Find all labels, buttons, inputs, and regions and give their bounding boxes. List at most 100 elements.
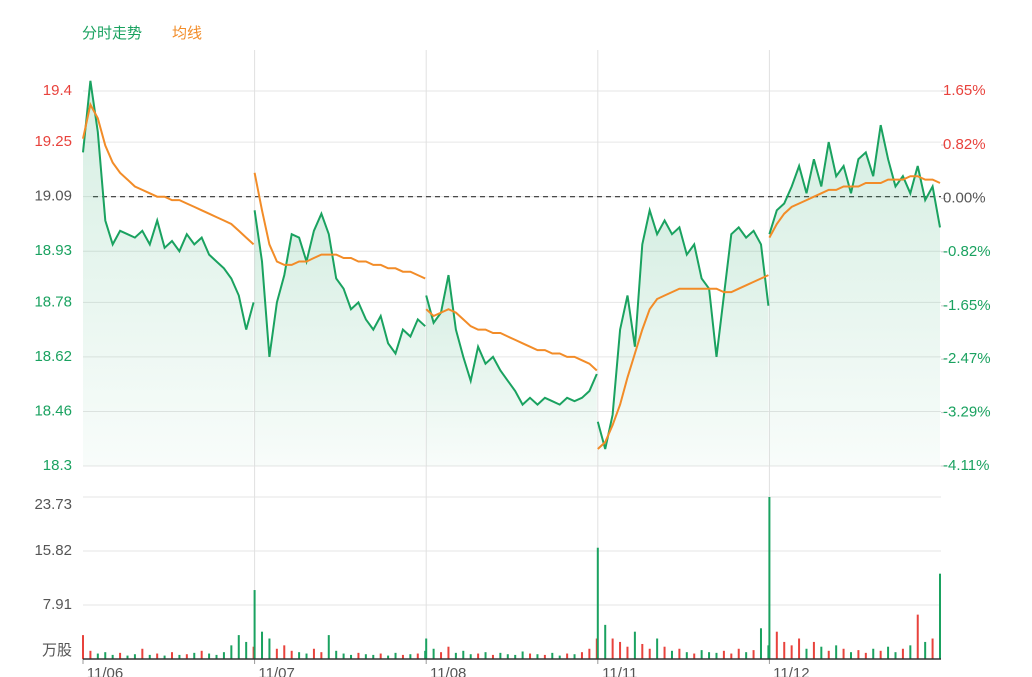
volume-bar (536, 654, 539, 659)
volume-bar (416, 653, 419, 659)
price-area (254, 210, 426, 466)
y2-tick-label: 0.00% (943, 189, 986, 206)
volume-bar (477, 653, 480, 659)
average-line (597, 274, 769, 450)
volume-tick-label: 7.91 (43, 596, 72, 613)
legend-price: 分时走势 (82, 25, 142, 42)
volume-bar (253, 590, 256, 659)
volume-bar (619, 641, 622, 659)
volume-bar (89, 650, 92, 659)
volume-bar (335, 650, 338, 659)
x-tick-label: 11/07 (258, 665, 294, 677)
volume-bar (916, 614, 919, 659)
volume-bar (827, 650, 830, 659)
volume-bar (148, 654, 151, 659)
volume-bar (372, 654, 375, 659)
y-tick-label: 18.93 (34, 242, 72, 259)
volume-bar (641, 643, 644, 659)
volume-bar (685, 652, 688, 659)
volume-bar (909, 645, 912, 659)
average-line (253, 172, 426, 280)
price-line (596, 206, 770, 450)
volume-bar (440, 652, 443, 659)
volume-bar (759, 628, 762, 659)
volume-bar (604, 624, 607, 659)
volume-bar (551, 652, 554, 659)
volume-bar (469, 654, 472, 659)
volume-bar (514, 654, 517, 659)
volume-bar (648, 648, 651, 659)
volume-bar (708, 652, 711, 659)
volume-bar (887, 646, 890, 659)
volume-bar (901, 648, 904, 659)
volume-bar (812, 641, 815, 659)
volume-bar (790, 645, 793, 659)
y-tick-label: 19.09 (34, 188, 72, 205)
volume-bar (193, 652, 196, 659)
volume-bar (342, 653, 345, 659)
volume-bar (245, 641, 248, 659)
volume-bar (104, 652, 107, 659)
volume-bar (208, 653, 211, 659)
price-line (425, 274, 598, 407)
volume-bar (462, 650, 465, 659)
volume-bar (141, 648, 144, 659)
volume-bar (200, 650, 203, 659)
volume-bar (156, 653, 159, 659)
price-line (768, 124, 941, 235)
volume-bar (432, 648, 435, 659)
volume-bar (700, 650, 703, 659)
volume-bar (327, 635, 330, 659)
volume-bar (849, 652, 852, 659)
volume-bar (663, 646, 666, 659)
volume-bar (290, 650, 293, 659)
price-area (769, 125, 940, 466)
volume-bar (215, 654, 218, 659)
volume-bar (283, 645, 286, 659)
y-tick-label: 18.46 (34, 402, 72, 419)
price-area (597, 210, 769, 466)
volume-bar (715, 652, 718, 659)
y2-tick-label: -3.29% (943, 404, 991, 421)
volume-bar (670, 650, 673, 659)
volume-bar (305, 653, 308, 659)
volume-bar (521, 651, 524, 659)
y-tick-label: 18.3 (43, 457, 72, 474)
volume-bar (357, 652, 360, 659)
volume-bar (82, 635, 84, 659)
y-tick-label: 18.78 (34, 293, 72, 310)
volume-bar (364, 654, 367, 659)
volume-bar (506, 654, 509, 659)
x-tick-label: 11/06 (87, 665, 123, 677)
volume-bar (111, 654, 114, 659)
volume-bar (857, 650, 860, 659)
y2-tick-label: 0.82% (943, 136, 986, 153)
volume-bar (261, 631, 264, 659)
volume-bar (126, 655, 129, 659)
volume-unit: 万股 (42, 642, 72, 659)
volume-bar (588, 648, 591, 659)
average-line (768, 175, 941, 239)
volume-bar (783, 641, 786, 659)
y2-tick-label: -4.11% (943, 457, 989, 474)
volume-bar (722, 650, 725, 659)
volume-bar (237, 635, 240, 659)
volume-bar (529, 653, 532, 659)
volume-bar (931, 638, 934, 659)
volume-bar (580, 652, 583, 659)
volume-bar (320, 652, 323, 659)
volume-bar (185, 654, 188, 659)
x-tick-label: 11/08 (430, 665, 466, 677)
volume-bar (387, 655, 390, 659)
y-tick-label: 19.4 (43, 82, 72, 99)
volume-bar (447, 646, 450, 659)
volume-bar (171, 652, 174, 659)
volume-bar (222, 652, 225, 659)
volume-bar (730, 653, 733, 659)
y-tick-label: 18.62 (34, 348, 72, 365)
volume-bar (425, 638, 428, 659)
volume-bar (864, 652, 867, 659)
x-tick-label: 11/11 (602, 665, 637, 677)
volume-bar (768, 497, 771, 659)
